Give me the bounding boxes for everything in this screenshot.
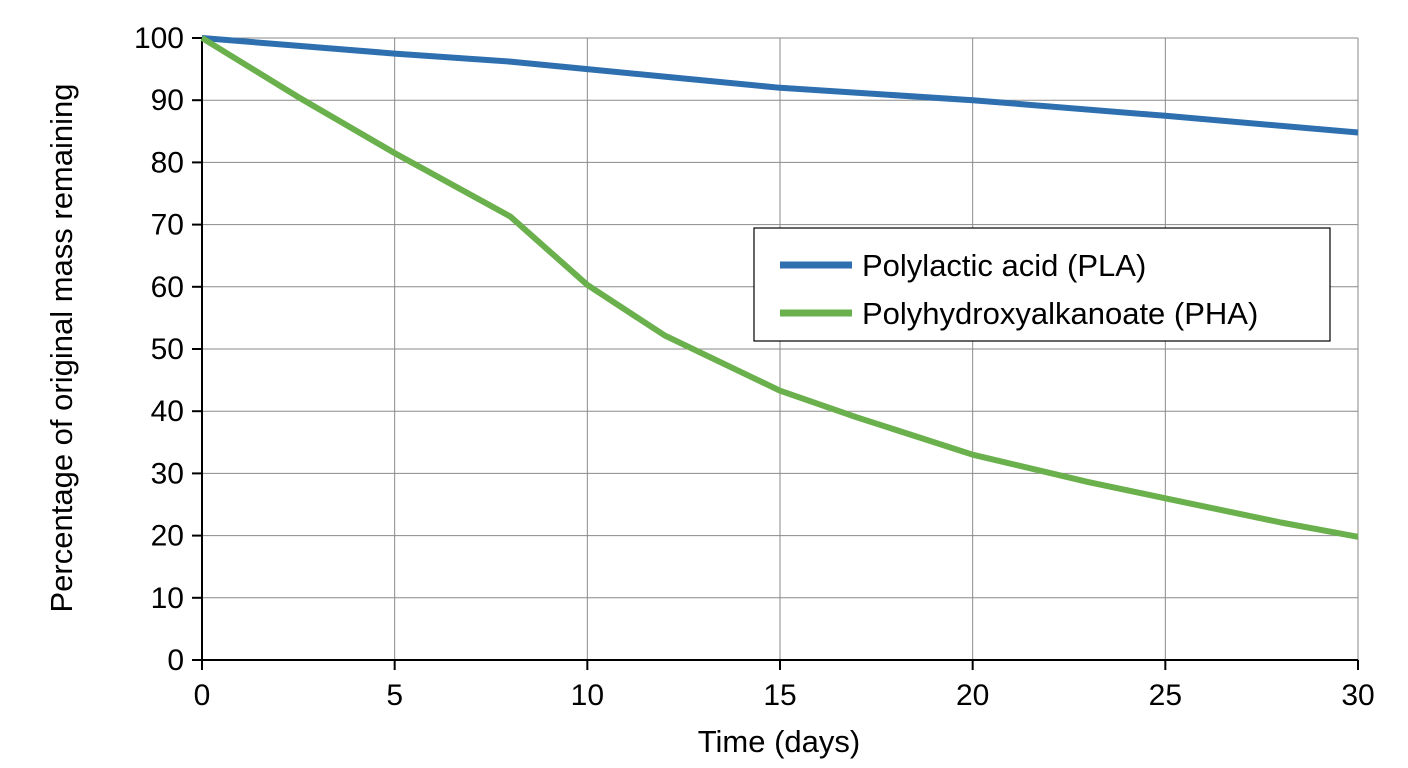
- x-tick-label-25: 25: [1149, 679, 1182, 712]
- tick-labels: 0 10 20 30 40 50 60 70 80 90 100 0 5 10 15 20 25 30: [134, 22, 1375, 712]
- y-tick-label-30: 30: [151, 457, 184, 490]
- series-line-pla: [201, 35, 1359, 136]
- y-tick-label-50: 50: [151, 333, 184, 366]
- grid-lines: [202, 37, 1359, 660]
- y-tick-label-90: 90: [151, 84, 184, 117]
- y-axis-title: Percentage of original mass remaining: [44, 84, 79, 613]
- x-tick-label-20: 20: [956, 679, 989, 712]
- y-tick-label-70: 70: [151, 209, 184, 242]
- y-tick-label-40: 40: [151, 395, 184, 428]
- y-tick-label-100: 100: [134, 22, 184, 55]
- x-tick-label-0: 0: [194, 679, 211, 712]
- axes: [192, 37, 1359, 670]
- legend-box: [753, 227, 1331, 342]
- x-tick-label-30: 30: [1341, 679, 1374, 712]
- x-tick-label-15: 15: [763, 679, 796, 712]
- x-tick-label-10: 10: [571, 679, 604, 712]
- series-lines: [200, 35, 1359, 540]
- y-tick-label-80: 80: [151, 146, 184, 179]
- x-axis-title: Time (days): [698, 724, 860, 759]
- legend-label-pla: Polylactic acid (PLA): [862, 248, 1146, 283]
- y-tick-label-60: 60: [151, 271, 184, 304]
- legend-label-pha: Polyhydroxyalkanoate (PHA): [862, 296, 1258, 331]
- x-tick-label-5: 5: [386, 679, 403, 712]
- legend: Polylactic acid (PLA) Polyhydroxyalkanoa…: [753, 227, 1331, 342]
- y-tick-label-10: 10: [151, 582, 184, 615]
- series-line-pha: [200, 35, 1359, 540]
- y-tick-label-0: 0: [167, 644, 184, 677]
- y-tick-label-20: 20: [151, 520, 184, 553]
